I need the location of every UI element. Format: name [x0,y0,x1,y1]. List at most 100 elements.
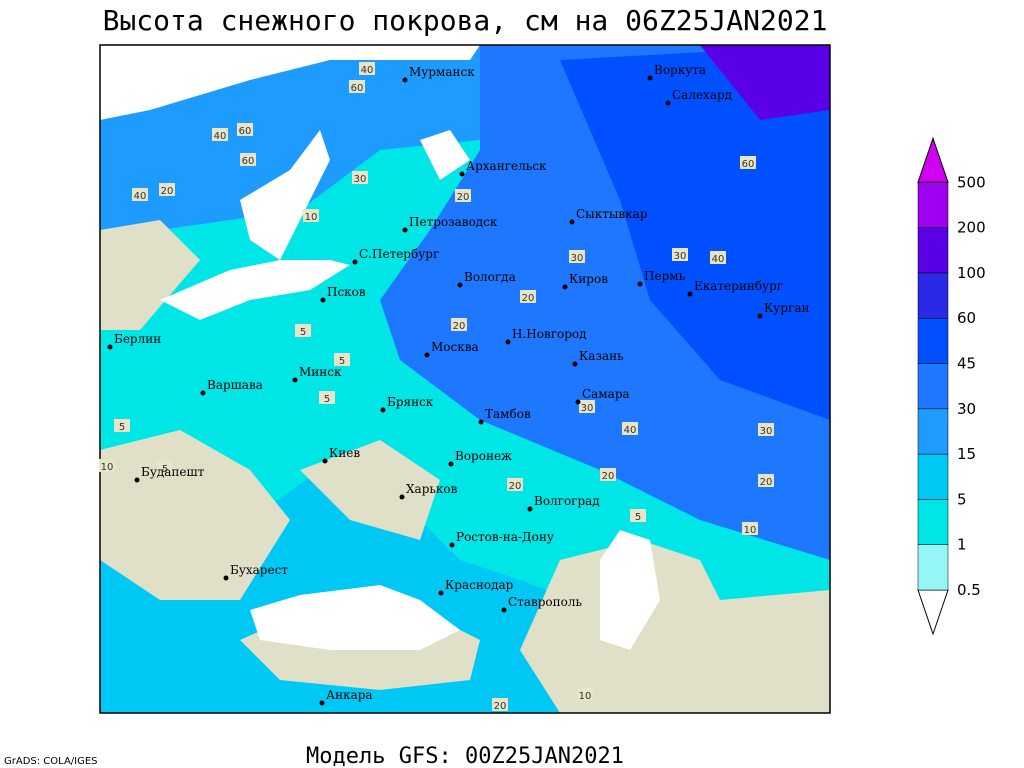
city-label: Москва [431,340,479,354]
map-frame [99,44,831,714]
contour-label-box [600,468,616,481]
contour-label-box [334,353,350,366]
legend-tip-low [917,589,949,636]
city-dot [380,407,386,413]
city-dot [665,100,671,106]
contour-label: 20 [161,186,174,197]
city-label: Минск [299,365,342,379]
city-label: Брянск [387,395,434,409]
contour-label-box [114,419,130,432]
legend-label: 45 [957,355,976,373]
contour-label: 10 [101,462,114,473]
contour-label: 10 [305,212,318,223]
city-label: Псков [327,285,366,299]
sea [160,260,350,320]
contour-label: 20 [494,701,507,712]
city-label: Воркута [654,63,706,77]
legend-label: 100 [957,264,986,282]
city-label: Берлин [114,332,161,346]
city-dot [399,494,405,500]
legend-band [917,499,949,545]
legend-band [917,272,949,319]
contour-label-box [303,209,319,222]
contour-label-box [455,189,471,202]
contour-label-box [622,422,638,435]
city-dot [424,352,430,358]
contour-label: 5 [635,512,641,523]
legend-band [917,453,949,500]
contour-label-box [520,290,536,303]
city-label: Бухарест [230,563,288,577]
contour-label-box [710,251,726,264]
no-snow-land [520,540,830,713]
contour-label-box [740,156,756,169]
city-label: Сыктывкар [576,207,648,221]
credit: GrADS: COLA/IGES [4,756,98,767]
model-label: Модель GFS: 00Z25JAN2021 [306,744,624,768]
contour-labels: 40 60 40 20 60 40 30 10 20 60 60 30 40 30 20 20 5 5 5 5 10 20… [99,62,774,712]
contour-label-box [212,128,228,141]
city-label: Воронеж [455,449,512,463]
legend-label: 1 [957,536,967,554]
city-dot [647,75,653,81]
contour-label-box [295,324,311,337]
contour-label: 10 [579,691,592,702]
city-label: Ростов-на-Дону [456,530,554,544]
map [99,44,831,714]
contour-label: 40 [214,131,227,142]
contour-label-box [237,123,253,136]
city-label: Краснодар [445,578,514,592]
contour-label-box [579,400,595,413]
city-dot [402,227,408,233]
contour-label: 5 [300,327,306,338]
contour-label-box [577,688,593,701]
snow-region [700,45,830,120]
title: Высота снежного покрова, см на 06Z25JAN2… [103,4,828,37]
city-dot [134,477,140,483]
contour-label-box [359,62,375,75]
city-label: Архангельск [466,159,547,173]
city-label: Салехард [672,88,732,102]
city-dot [292,377,298,383]
city-label: Киров [569,272,608,286]
contour-label: 60 [351,83,364,94]
cities: Мурманск Воркута Салехард Архангельск Сыктыв… [107,63,809,706]
contour-label: 40 [712,254,725,265]
contour-label-box [132,188,148,201]
contour-label: 40 [134,191,147,202]
legend-band [917,227,949,274]
city-dot [320,297,326,303]
city-dot [562,284,568,290]
city-label: Тамбов [485,407,531,421]
legend-label: 200 [957,219,986,237]
contour-label-box [758,423,774,436]
city-dot [575,399,581,405]
legend-label: 60 [957,309,976,327]
contour-label-box [672,248,688,261]
city-dot [637,281,643,287]
contour-label: 20 [602,471,615,482]
city-dot [352,259,358,265]
city-dot [107,344,113,350]
city-dot [449,542,455,548]
contour-label: 40 [361,65,374,76]
city-label: Н.Новгород [512,327,587,341]
sea [600,530,660,650]
city-dot [459,171,465,177]
no-snow-land [100,430,290,600]
contour-label-box [240,153,256,166]
city-dot [402,77,408,83]
no-snow-land [100,220,200,330]
contour-label: 20 [522,293,535,304]
city-dot [478,419,484,425]
snow-region [560,45,830,420]
legend-label: 0.5 [957,581,981,599]
contour-label: 40 [624,425,637,436]
contour-label-box [451,318,467,331]
city-label: Волгоград [534,494,600,508]
city-dot [687,291,693,297]
contour-label: 30 [760,426,773,437]
contour-label-box [159,183,175,196]
